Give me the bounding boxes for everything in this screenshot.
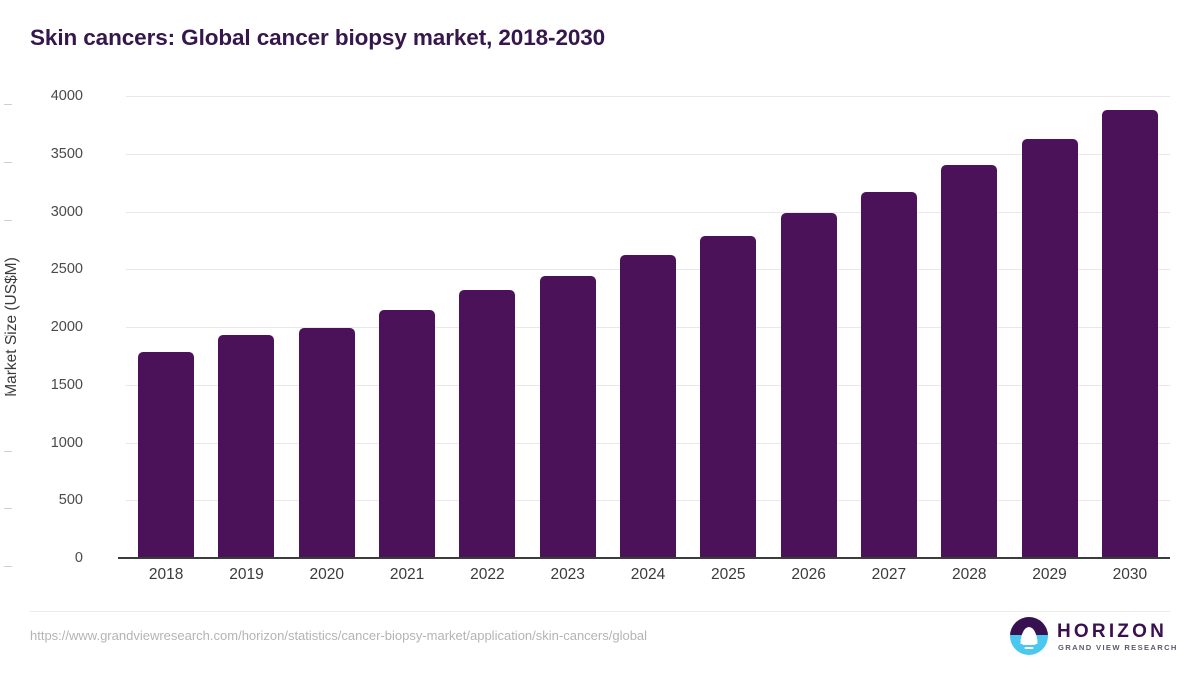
bar[interactable] [620,255,676,558]
gridline [126,153,1170,155]
x-axis-tick-label: 2018 [148,566,184,583]
source-url: https://www.grandviewresearch.com/horizo… [30,628,648,643]
horizon-sunrise-icon [1010,617,1048,655]
bar[interactable] [298,327,355,558]
bar[interactable] [379,310,436,558]
bar[interactable] [700,236,757,558]
x-axis-tick-label: 2022 [470,566,505,583]
y-axis-tick-label: 1000 [4,435,83,452]
y-axis-tick-label: 1500 [4,377,83,394]
logo-tagline: GRAND VIEW RESEARCH [1058,643,1178,652]
y-axis-tick-mark [4,392,12,394]
x-axis-tick-label: 2028 [951,566,987,583]
x-axis-tick-label: 2021 [389,566,425,583]
page-title: Skin cancers: Global cancer biopsy marke… [30,25,606,50]
x-axis-tick-label: 2024 [630,566,666,583]
plot-area: 0 500 1000 1500 2000 2500 3000 3500 4000 [4,88,1170,567]
x-axis-tick-label: 2027 [871,566,907,583]
y-axis-tick-mark [4,219,12,221]
x-axis-line [118,557,1170,559]
logo-ray-line-1 [1020,638,1038,641]
logo-ray-line-3 [1024,647,1034,650]
y-axis-tick-label: 2000 [4,319,83,336]
bar[interactable] [860,191,917,558]
logo-upper-half [1010,617,1048,635]
x-axis-tick-label: 2030 [1112,566,1148,583]
bar[interactable] [1101,109,1158,558]
y-axis-tick-mark [4,104,12,105]
x-axis-tick-label: 2023 [550,566,585,583]
logo-ray-line-2 [1022,642,1036,645]
y-axis-tick-mark [4,335,12,336]
y-axis-tick-mark [4,508,12,510]
x-axis-tick-label: 2019 [229,566,264,583]
y-axis-tick-label: 3500 [4,146,83,163]
x-axis-tick-label: 2026 [791,566,826,583]
y-axis-tick-label: 0 [4,550,83,567]
y-axis-tick-label: 4000 [4,88,83,105]
x-axis-tick-label: 2025 [711,566,746,583]
y-axis-tick-mark [4,277,12,279]
x-axis-tick-label: 2029 [1032,566,1067,583]
y-axis-tick-mark [4,450,12,452]
bar[interactable] [1021,138,1078,558]
bar[interactable] [459,290,516,558]
bar[interactable] [539,275,596,558]
gridline [126,211,1170,213]
horizon-logo: HORIZON GRAND VIEW RESEARCH [1010,613,1176,659]
x-axis-tick-label: 2020 [309,566,345,583]
bar[interactable] [138,351,195,558]
bar[interactable] [218,335,275,558]
logo-wordmark: HORIZON [1057,621,1168,642]
y-axis-tick-label: 3000 [4,204,83,221]
y-axis-tick-mark [4,161,12,163]
footer-divider [30,611,1170,612]
y-axis-tick-label: 500 [4,492,83,510]
y-axis-tick-label: 2500 [4,261,83,279]
bar[interactable] [941,164,998,558]
y-axis-tick-mark [4,566,12,567]
bar[interactable] [780,213,837,558]
gridline [126,96,1170,97]
